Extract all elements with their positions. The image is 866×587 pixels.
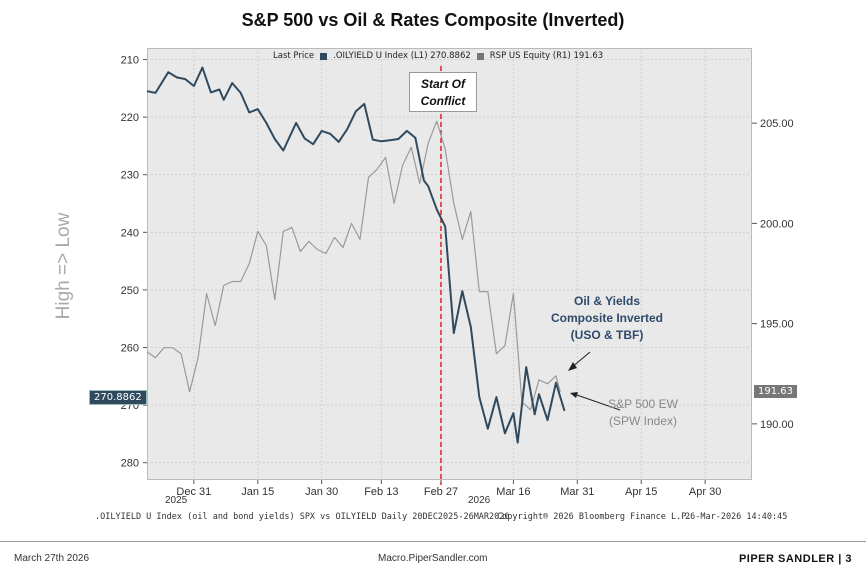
right-tick-label: 190.00 — [760, 419, 794, 431]
timestamp-note: 26-Mar-2026 14:40:45 — [685, 512, 788, 522]
left-tick-label: 220 — [121, 112, 139, 124]
x-tick-label: Feb 13 — [364, 486, 398, 498]
legend-swatch-rsp — [476, 52, 484, 60]
x-tick-label: Apr 15 — [625, 486, 657, 498]
last-value-right-badge: 191.63 — [754, 385, 797, 398]
start-of-conflict-callout: Start Of Conflict — [409, 72, 477, 112]
chart-title: S&P 500 vs Oil & Rates Composite (Invert… — [241, 10, 625, 30]
sp500-annotation-line2: (SPW Index) — [608, 414, 677, 428]
left-tick-label: 240 — [121, 227, 139, 239]
right-tick-label: 195.00 — [760, 319, 794, 331]
page-date: March 27th 2026 — [14, 553, 90, 564]
series-line-rsp — [146, 120, 561, 411]
start-line2: Conflict — [420, 94, 466, 108]
sp500-annotation: S&P 500 EW (SPW Index) — [598, 396, 688, 430]
oil-annotation-arrowhead — [568, 362, 577, 371]
series-line-oilyield — [146, 66, 566, 444]
left-tick-label: 280 — [121, 458, 139, 470]
start-line1: Start Of — [420, 77, 465, 91]
x-tick-label: Jan 30 — [305, 486, 338, 498]
page-site: Macro.PiperSandler.com — [378, 553, 488, 564]
x-tick-label: Mar 16 — [496, 486, 530, 498]
sp500-annotation-line1: S&P 500 EW — [608, 397, 678, 411]
oil-annotation-line3: (USO & TBF) — [570, 328, 644, 342]
x-tick-label: Feb 27 — [424, 486, 458, 498]
sp500-annotation-arrowhead — [570, 392, 578, 398]
x-tick-label: Dec 31 — [176, 486, 211, 498]
legend: Last Price .OILYIELD U Index (L1) 270.88… — [273, 51, 603, 61]
left-tick-label: 210 — [121, 55, 139, 67]
x-tick-label: Jan 15 — [241, 486, 274, 498]
oil-annotation-line2: Composite Inverted — [550, 311, 664, 325]
sp500-annotation-arrow — [573, 393, 621, 411]
footer-divider — [0, 541, 866, 542]
page-brand: PIPER SANDLER | 3 — [738, 553, 852, 565]
left-tick-label: 230 — [121, 170, 139, 182]
legend-prefix: Last Price — [273, 51, 315, 61]
legend-swatch-oilyield — [320, 52, 328, 60]
last-value-left-badge: 270.8862 — [89, 390, 147, 405]
copyright-note: Copyright® 2026 Bloomberg Finance L.P. — [497, 512, 692, 522]
plot-area — [147, 48, 752, 480]
oil-annotation-line1: Oil & Yields — [573, 294, 641, 308]
legend-item-rsp: RSP US Equity (R1) 191.63 — [489, 51, 604, 61]
oil-yields-annotation: Oil & Yields Composite Inverted (USO & T… — [547, 293, 667, 344]
legend-item-oilyield: .OILYIELD U Index (L1) 270.8862 — [333, 51, 471, 61]
left-tick-label: 260 — [121, 343, 139, 355]
right-tick-label: 205.00 — [760, 118, 794, 130]
y-axis-label: High => Low — [53, 212, 74, 320]
right-tick-label: 200.00 — [760, 218, 794, 230]
left-tick-label: 250 — [121, 285, 139, 297]
x-year-label-2026: 2026 — [468, 495, 491, 506]
x-year-label-2025: 2025 — [165, 495, 188, 506]
x-tick-label: Apr 30 — [689, 486, 721, 498]
x-tick-label: Mar 31 — [560, 486, 594, 498]
source-note: .OILYIELD U Index (oil and bond yields) … — [95, 512, 510, 522]
